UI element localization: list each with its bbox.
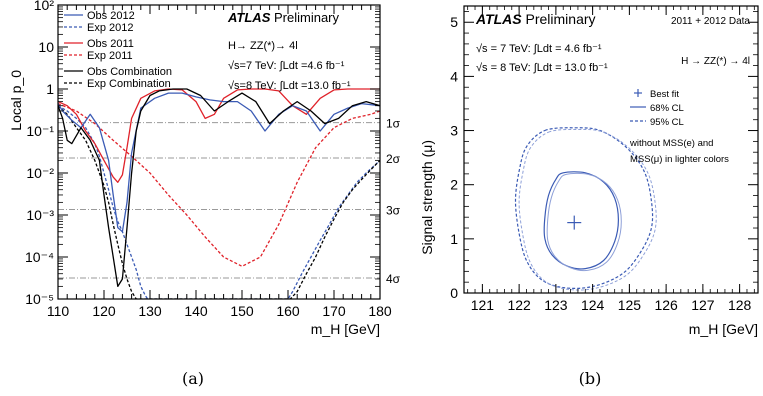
- mu-legend: Best fit 68% CL 95% CL: [630, 89, 684, 128]
- y-tick-label: 10⁻⁴: [25, 249, 54, 265]
- x-tick-label: 160: [276, 303, 300, 319]
- y-tick-label: 1: [450, 231, 458, 247]
- x-tick-label: 124: [581, 297, 605, 313]
- series-exp-2011: [58, 102, 380, 267]
- mu-note-line1: without MSS(e) and: [629, 138, 713, 149]
- legend-obs2012: Obs 2012: [87, 10, 135, 22]
- caption-b: (b): [579, 369, 602, 388]
- x-tick-label: 125: [618, 297, 642, 313]
- p0-atlas-label: ATLAS Preliminary: [227, 10, 339, 25]
- contour-light-68-cl: [546, 172, 622, 272]
- sigma-lines: 1σ 2σ 3σ 4σ: [58, 117, 401, 286]
- mu-frame: [463, 5, 759, 294]
- p0-lumi-8tev: √s=8 TeV: ∫Ldt =13.0 fb⁻¹: [228, 80, 351, 92]
- p0-series: [58, 88, 380, 299]
- caption-a: (a): [182, 369, 204, 388]
- y-tick-label: 10⁻³: [26, 207, 54, 223]
- x-tick-label: 126: [654, 297, 678, 313]
- contour-68-cl: [543, 171, 620, 270]
- mu-lumi-8tev: √s = 8 TeV: ∫Ldt = 13.0 fb⁻¹: [476, 62, 608, 74]
- x-tick-label: 127: [691, 297, 715, 313]
- mu-ylabel: Signal strength (μ): [419, 140, 435, 255]
- legend-bestfit: Best fit: [650, 89, 679, 100]
- mu-atlas-label: ATLAS Preliminary: [475, 11, 596, 27]
- x-tick-label: 121: [471, 297, 495, 313]
- legend-exp-comb: Exp Combination: [87, 78, 171, 90]
- x-tick-label: 123: [544, 297, 568, 313]
- p0-ticks: 110 120 130 140 150 160 170 18010⁻⁵10⁻⁴10⁻³10⁻²…: [25, 0, 392, 319]
- x-tick-label: 180: [368, 303, 392, 319]
- y-tick-label: 5: [450, 14, 458, 30]
- p0-ylabel: Local p_0: [8, 70, 24, 131]
- y-tick-label: 10⁻⁵: [25, 291, 54, 307]
- series-obs-combination: [58, 88, 380, 288]
- x-tick-label: 122: [507, 297, 531, 313]
- p0-frame: [57, 4, 381, 300]
- y-tick-label: 4: [450, 68, 458, 84]
- mu-channel: H → ZZ(*) → 4l: [681, 56, 750, 67]
- legend-exp2012: Exp 2012: [87, 22, 133, 34]
- legend-obs2011: Obs 2011: [87, 38, 134, 50]
- x-tick-label: 120: [92, 303, 116, 319]
- sigma-label: 1σ: [386, 117, 401, 131]
- p0-xlabel: m_H [GeV]: [311, 321, 380, 337]
- y-tick-label: 10²: [34, 0, 55, 13]
- legend-obs-comb: Obs Combination: [87, 66, 172, 78]
- x-tick-label: 110: [47, 303, 70, 319]
- x-tick-label: 130: [138, 303, 162, 319]
- legend-exp2011: Exp 2011: [87, 50, 133, 62]
- mu-note-line2: MSS(μ) in lighter colors: [630, 154, 729, 165]
- sigma-label: 2σ: [386, 152, 401, 166]
- series-obs-2011: [58, 88, 380, 183]
- x-tick-label: 128: [728, 297, 752, 313]
- mu-dataset: 2011 + 2012 Data: [671, 16, 750, 27]
- y-tick-label: 10: [38, 39, 54, 55]
- series-exp-combination: [58, 105, 380, 299]
- series-exp-2012: [58, 105, 380, 299]
- sigma-label: 3σ: [386, 204, 401, 218]
- mu-contours: [514, 127, 657, 291]
- x-tick-label: 170: [322, 303, 346, 319]
- y-tick-label: 0: [450, 285, 458, 301]
- series-obs-2012: [58, 92, 380, 233]
- p0-lumi-7tev: √s=7 TeV: ∫Ldt =4.6 fb⁻¹: [228, 60, 345, 72]
- sigma-label: 4σ: [386, 272, 401, 286]
- mu-xlabel: m_H [GeV]: [689, 321, 758, 337]
- mu-lumi-7tev: √s = 7 TeV: ∫Ldt = 4.6 fb⁻¹: [476, 43, 602, 55]
- x-tick-label: 140: [184, 303, 208, 319]
- y-tick-label: 3: [450, 123, 458, 139]
- contour-light-95-cl: [518, 128, 657, 291]
- x-tick-label: 150: [230, 303, 254, 319]
- y-tick-label: 1: [46, 81, 54, 97]
- p0-channel: H→ ZZ(*)→ 4l: [228, 40, 298, 52]
- legend-68cl: 68% CL: [650, 103, 684, 114]
- y-tick-label: 10⁻²: [26, 165, 54, 181]
- p0-legend: Obs 2012 Exp 2012 Obs 2011 Exp 2011 Obs …: [64, 10, 172, 90]
- legend-95cl: 95% CL: [650, 117, 684, 128]
- y-tick-label: 2: [450, 177, 458, 193]
- contour-95-cl: [514, 127, 654, 289]
- y-tick-label: 10⁻¹: [26, 123, 54, 139]
